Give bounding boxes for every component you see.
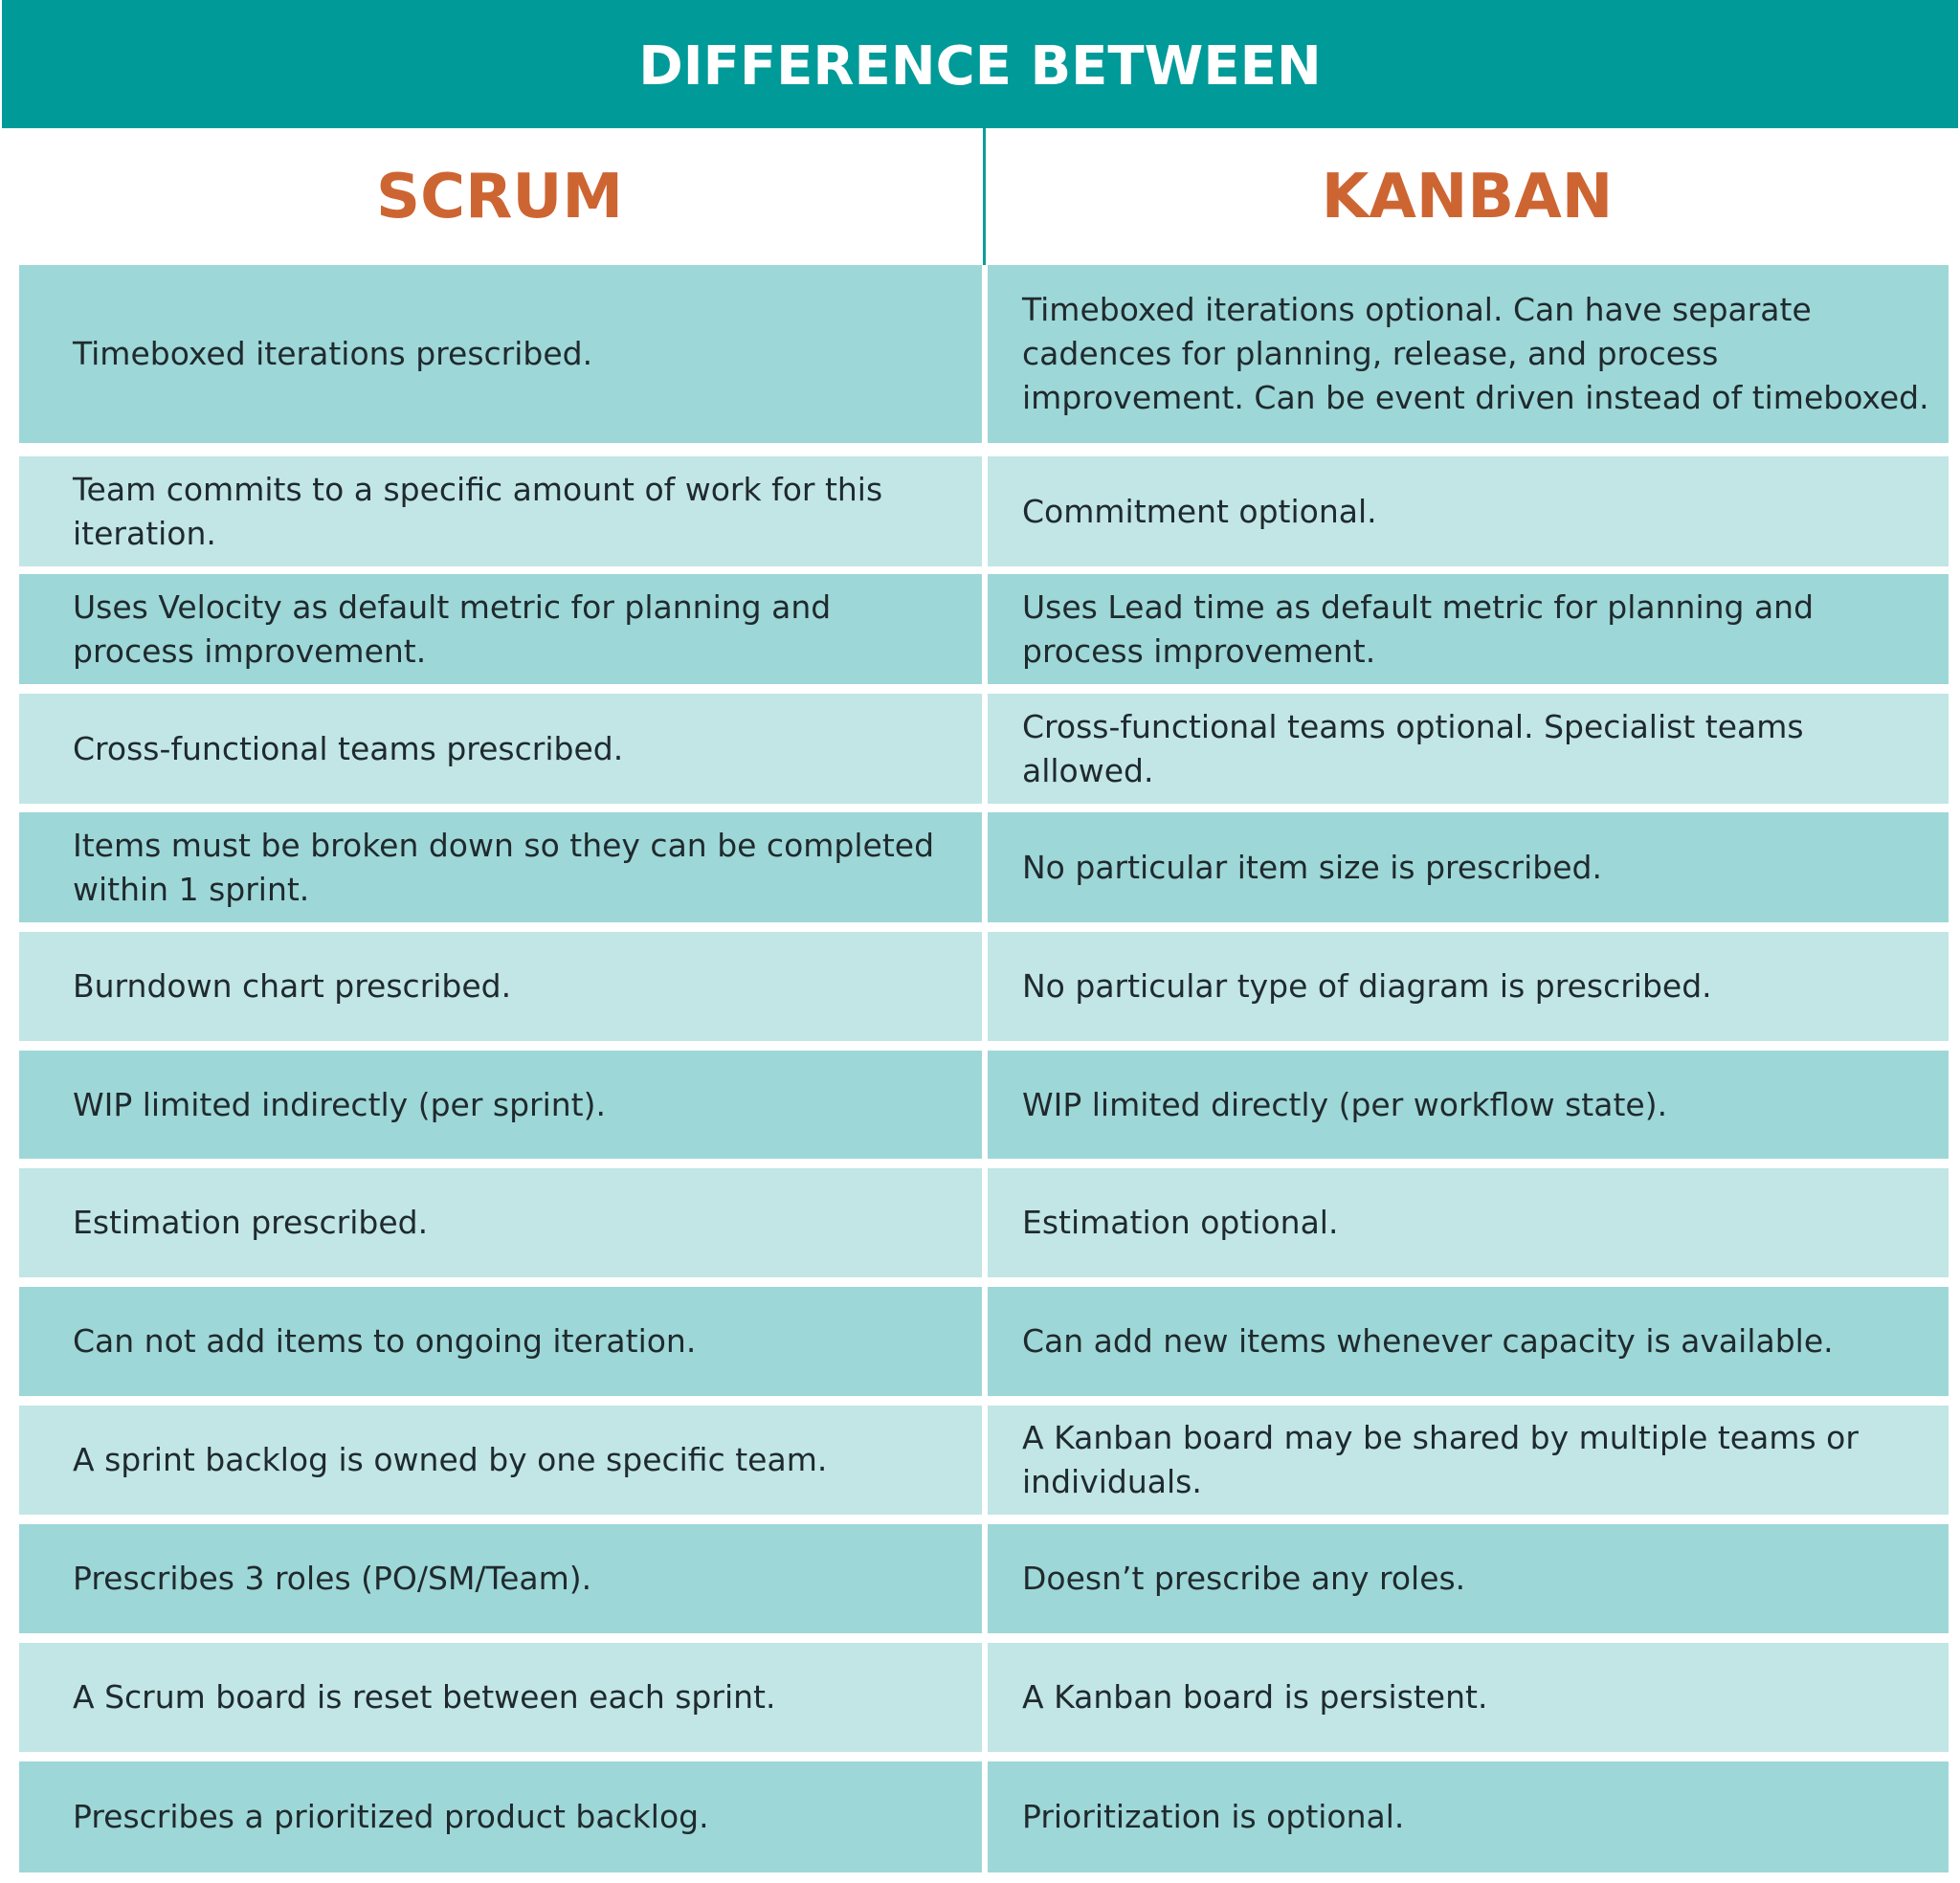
scrum-cell: A Scrum board is reset between each spri… <box>19 1643 982 1752</box>
table-row: WIP limited indirectly (per sprint). WIP… <box>19 1051 1949 1159</box>
kanban-text: A Kanban board may be shared by multiple… <box>1022 1419 1859 1500</box>
kanban-text: No particular type of diagram is prescri… <box>1022 967 1712 1005</box>
table-row: A Scrum board is reset between each spri… <box>19 1643 1949 1752</box>
kanban-cell: No particular type of diagram is prescri… <box>988 932 1949 1041</box>
kanban-text: Timeboxed iterations optional. Can have … <box>1022 291 1929 416</box>
scrum-cell: Estimation prescribed. <box>19 1168 982 1277</box>
column-heading-kanban: KANBAN <box>1321 161 1614 233</box>
table-row: Can not add items to ongoing iteration. … <box>19 1287 1949 1396</box>
kanban-cell: Cross-functional teams optional. Special… <box>988 694 1949 804</box>
table-row: Timeboxed iterations prescribed. Timebox… <box>19 265 1949 443</box>
table-row: Uses Velocity as default metric for plan… <box>19 574 1949 684</box>
scrum-cell: Prescribes a prioritized product backlog… <box>19 1761 982 1872</box>
kanban-text: Prioritization is optional. <box>1022 1798 1405 1835</box>
kanban-cell: No particular item size is prescribed. <box>988 812 1949 922</box>
scrum-text: Can not add items to ongoing iteration. <box>73 1322 697 1360</box>
table-row: A sprint backlog is owned by one specifi… <box>19 1406 1949 1515</box>
scrum-cell: Burndown chart prescribed. <box>19 932 982 1041</box>
column-heading-scrum: SCRUM <box>376 161 623 233</box>
scrum-cell: Items must be broken down so they can be… <box>19 812 982 922</box>
table-row: Items must be broken down so they can be… <box>19 812 1949 922</box>
table-row: Prescribes a prioritized product backlog… <box>19 1761 1949 1872</box>
table-row: Estimation prescribed. Estimation option… <box>19 1168 1949 1277</box>
kanban-text: Cross-functional teams optional. Special… <box>1022 707 1804 789</box>
kanban-cell: Timeboxed iterations optional. Can have … <box>988 265 1949 443</box>
kanban-cell: WIP limited directly (per workflow state… <box>988 1051 1949 1159</box>
kanban-text: WIP limited directly (per workflow state… <box>1022 1085 1668 1123</box>
kanban-text: Doesn’t prescribe any roles. <box>1022 1560 1466 1597</box>
kanban-cell: Doesn’t prescribe any roles. <box>988 1524 1949 1633</box>
scrum-cell: Team commits to a specific amount of wor… <box>19 456 982 566</box>
kanban-cell: Prioritization is optional. <box>988 1761 1949 1872</box>
scrum-text: WIP limited indirectly (per sprint). <box>73 1085 606 1123</box>
scrum-cell: Cross-functional teams prescribed. <box>19 694 982 804</box>
table-row: Prescribes 3 roles (PO/SM/Team). Doesn’t… <box>19 1524 1949 1633</box>
kanban-cell: Uses Lead time as default metric for pla… <box>988 574 1949 684</box>
scrum-text: Uses Velocity as default metric for plan… <box>73 587 832 670</box>
kanban-text: Estimation optional. <box>1022 1204 1339 1241</box>
table-row: Burndown chart prescribed. No particular… <box>19 932 1949 1041</box>
scrum-cell: A sprint backlog is owned by one specifi… <box>19 1406 982 1515</box>
scrum-text: Prescribes a prioritized product backlog… <box>73 1798 709 1835</box>
scrum-text: Items must be broken down so they can be… <box>73 826 935 908</box>
kanban-cell: Can add new items whenever capacity is a… <box>988 1287 1949 1396</box>
scrum-text: Timeboxed iterations prescribed. <box>73 335 593 372</box>
scrum-text: Team commits to a specific amount of wor… <box>73 470 883 552</box>
scrum-cell: Timeboxed iterations prescribed. <box>19 265 982 443</box>
scrum-cell: Uses Velocity as default metric for plan… <box>19 574 982 684</box>
kanban-text: No particular item size is prescribed. <box>1022 848 1602 886</box>
kanban-text: A Kanban board is persistent. <box>1022 1678 1488 1716</box>
scrum-text: A sprint backlog is owned by one specifi… <box>73 1441 828 1478</box>
scrum-text: Prescribes 3 roles (PO/SM/Team). <box>73 1560 592 1597</box>
kanban-text: Commitment optional. <box>1022 492 1377 530</box>
scrum-text: Burndown chart prescribed. <box>73 967 512 1005</box>
scrum-text: Cross-functional teams prescribed. <box>73 729 624 767</box>
scrum-text: A Scrum board is reset between each spri… <box>73 1678 776 1716</box>
kanban-text: Can add new items whenever capacity is a… <box>1022 1322 1834 1360</box>
page-title: DIFFERENCE BETWEEN <box>638 34 1322 98</box>
scrum-cell: Prescribes 3 roles (PO/SM/Team). <box>19 1524 982 1633</box>
kanban-cell: Estimation optional. <box>988 1168 1949 1277</box>
scrum-text: Estimation prescribed. <box>73 1204 429 1241</box>
table-row: Team commits to a specific amount of wor… <box>19 456 1949 566</box>
column-divider <box>983 128 986 265</box>
scrum-cell: Can not add items to ongoing iteration. <box>19 1287 982 1396</box>
kanban-cell: A Kanban board may be shared by multiple… <box>988 1406 1949 1515</box>
table-row: Cross-functional teams prescribed. Cross… <box>19 694 1949 804</box>
scrum-cell: WIP limited indirectly (per sprint). <box>19 1051 982 1159</box>
title-banner: DIFFERENCE BETWEEN <box>2 0 1958 128</box>
kanban-cell: A Kanban board is persistent. <box>988 1643 1949 1752</box>
kanban-cell: Commitment optional. <box>988 456 1949 566</box>
kanban-text: Uses Lead time as default metric for pla… <box>1022 587 1815 670</box>
